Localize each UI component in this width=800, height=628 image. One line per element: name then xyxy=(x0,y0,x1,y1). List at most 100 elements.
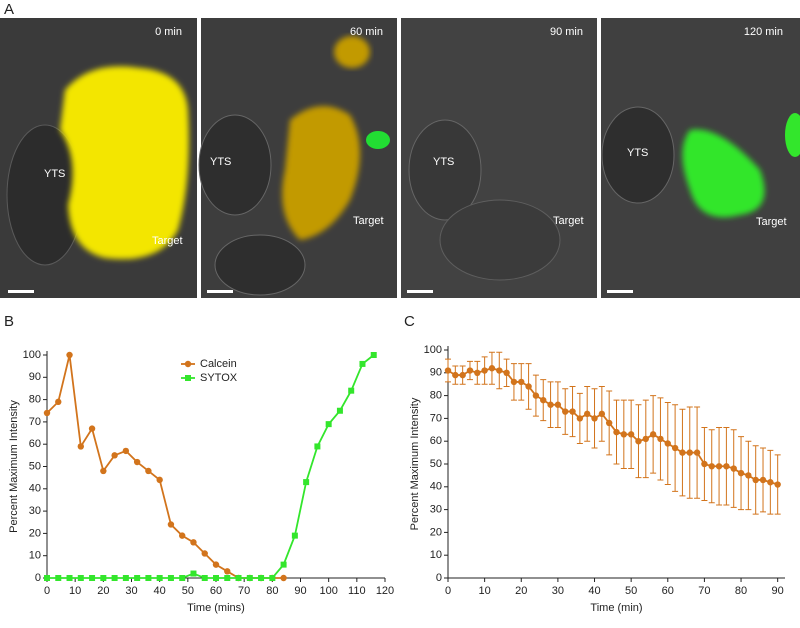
marker xyxy=(591,415,598,422)
marker xyxy=(671,444,679,452)
chart: 0 10 20 30 40 50 60 70 80 90 100 0 10 20 30 40 50 60 70 80 9… xyxy=(409,344,785,614)
x-tick-label: 30 xyxy=(125,585,137,597)
marker xyxy=(43,409,51,417)
marker xyxy=(66,575,73,581)
marker xyxy=(145,575,152,581)
marker xyxy=(598,410,606,418)
x-tick-label: 10 xyxy=(69,585,81,597)
y-tick-label: 80 xyxy=(29,394,41,406)
cell-label: Target xyxy=(553,215,584,227)
marker xyxy=(359,360,366,367)
chart: 0 10 20 30 40 50 60 70 80 90 100 0 10 20 30 40 50 60 70 80 9… xyxy=(8,349,394,614)
panel-letter: C xyxy=(404,313,415,330)
marker xyxy=(562,408,569,415)
marker xyxy=(179,532,186,539)
marker xyxy=(569,408,576,415)
marker xyxy=(100,575,107,581)
marker xyxy=(280,574,287,582)
marker xyxy=(679,449,686,456)
micrograph xyxy=(0,18,197,298)
marker xyxy=(201,575,208,581)
time-label: 90 min xyxy=(550,26,583,38)
marker xyxy=(774,481,781,488)
x-tick-label: 120 xyxy=(376,585,394,597)
x-tick-label: 40 xyxy=(588,585,600,597)
marker xyxy=(767,479,774,486)
marker xyxy=(235,575,242,581)
marker xyxy=(635,438,642,445)
marker xyxy=(759,476,767,484)
marker xyxy=(701,460,708,468)
marker xyxy=(642,435,650,443)
x-tick-label: 30 xyxy=(552,585,564,597)
marker xyxy=(693,449,701,456)
legend-label: SYTOX xyxy=(200,372,238,384)
y-tick-label: 0 xyxy=(35,572,41,584)
marker xyxy=(503,369,510,376)
y-tick-label: 100 xyxy=(424,344,442,356)
marker xyxy=(488,365,496,372)
marker xyxy=(134,575,141,581)
marker xyxy=(547,401,554,408)
x-tick-label: 0 xyxy=(445,585,451,597)
marker xyxy=(708,463,715,470)
legend-swatch xyxy=(185,375,191,381)
marker xyxy=(715,463,723,470)
x-tick-label: 20 xyxy=(97,585,109,597)
x-tick-label: 50 xyxy=(625,585,637,597)
series-line xyxy=(47,354,375,579)
marker xyxy=(583,410,591,418)
y-axis-label: Percent Maximum Intensity xyxy=(409,397,421,530)
x-tick-label: 70 xyxy=(698,585,710,597)
panel-letter: A xyxy=(4,1,14,18)
marker xyxy=(55,575,62,581)
marker xyxy=(657,435,664,443)
marker xyxy=(89,575,96,581)
y-tick-label: 30 xyxy=(29,505,41,517)
marker xyxy=(77,575,84,581)
marker xyxy=(518,378,525,386)
marker xyxy=(496,367,503,374)
marker xyxy=(303,479,310,486)
marker xyxy=(444,367,452,374)
marker xyxy=(370,352,377,358)
y-axis-label: Percent Maximum Intensity xyxy=(8,400,20,533)
x-tick-label: 20 xyxy=(515,585,527,597)
y-tick-label: 80 xyxy=(430,390,442,402)
x-tick-label: 100 xyxy=(319,585,337,597)
marker xyxy=(66,351,73,359)
y-tick-label: 0 xyxy=(436,572,442,584)
marker xyxy=(145,467,152,475)
y-tick-label: 10 xyxy=(430,549,442,561)
marker xyxy=(664,440,671,447)
y-tick-label: 60 xyxy=(430,435,442,447)
marker xyxy=(213,575,219,581)
marker xyxy=(122,575,129,581)
y-tick-label: 100 xyxy=(23,349,41,361)
x-tick-label: 90 xyxy=(772,585,784,597)
marker xyxy=(156,575,163,581)
marker xyxy=(452,371,459,379)
x-axis-label: Time (mins) xyxy=(187,602,245,614)
y-tick-label: 70 xyxy=(29,416,41,428)
x-tick-label: 60 xyxy=(662,585,674,597)
marker xyxy=(246,575,253,581)
marker xyxy=(77,443,85,450)
marker xyxy=(336,407,343,414)
x-tick-label: 80 xyxy=(266,585,278,597)
cell-label: YTS xyxy=(627,147,648,159)
y-tick-label: 30 xyxy=(430,504,442,516)
marker xyxy=(224,568,231,575)
x-tick-label: 40 xyxy=(154,585,166,597)
marker xyxy=(111,452,118,459)
marker xyxy=(133,458,141,466)
micrograph xyxy=(601,18,800,298)
marker xyxy=(576,415,584,422)
marker xyxy=(474,369,481,376)
series-line xyxy=(46,354,284,579)
y-tick-label: 90 xyxy=(29,371,41,383)
marker xyxy=(190,570,197,577)
marker xyxy=(291,532,298,539)
marker xyxy=(88,425,96,432)
